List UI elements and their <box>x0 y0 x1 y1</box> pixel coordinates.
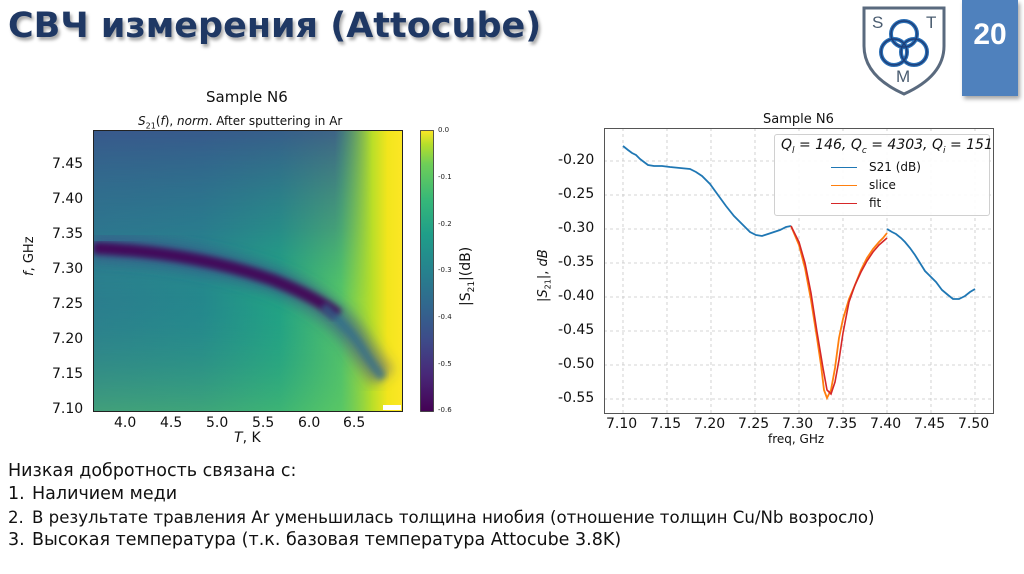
legend-entry-s21: S21 (dB) <box>831 160 921 178</box>
line-xtick: 7.15 <box>650 416 682 432</box>
legend-entry-slice: slice <box>831 178 896 196</box>
line-xtick: 7.20 <box>694 416 726 432</box>
body-intro: Низкая добротность связана с: <box>8 461 297 481</box>
line-ytick: -0.45 <box>558 322 595 338</box>
heatmap-ytick: 7.40 <box>52 191 84 207</box>
heatmap-xtick: 4.0 <box>114 415 137 431</box>
line-xlabel: freq, GHz <box>768 432 825 446</box>
list-item: 1. Наличием меди <box>8 484 178 504</box>
series-slice <box>790 225 888 401</box>
heatmap-ytick: 7.15 <box>52 366 84 382</box>
heatmap-xtick: 6.0 <box>298 415 321 431</box>
heatmap-ytick: 7.20 <box>52 331 84 347</box>
page-number: 20 <box>973 18 1007 51</box>
colorbar-tick: 0.0 <box>438 126 450 134</box>
body-text: Низкая добротность связана с: 1. Наличием… <box>8 460 874 552</box>
colorbar-tick: -0.1 <box>438 173 452 181</box>
line-chart-legend: Ql = 146, Qc = 4303, Qi = 151 S21 (dB) s… <box>774 134 993 216</box>
colorbar-tick: -0.2 <box>438 220 452 228</box>
line-ytick: -0.25 <box>558 186 595 202</box>
line-ytick: -0.20 <box>558 152 595 168</box>
heatmap-ytick: 7.35 <box>52 226 84 242</box>
heatmap-ytick: 7.10 <box>52 401 84 417</box>
heatmap-title: S21(f), norm. After sputtering in Ar <box>138 114 343 131</box>
heatmap-colorbar <box>420 130 434 412</box>
heatmap-xtick: 5.0 <box>206 415 229 431</box>
list-item: 2. В результате травления Ar уменьшилась … <box>8 508 875 527</box>
logo-letter-m: M <box>896 67 910 86</box>
line-xtick: 7.35 <box>826 416 858 432</box>
line-chart-title: Sample N6 <box>763 112 834 127</box>
heatmap-xtick: 4.5 <box>160 415 183 431</box>
heatmap-xtick: 5.5 <box>252 415 275 431</box>
heatmap-xlabel: T, K <box>234 430 261 446</box>
line-ytick: -0.50 <box>558 356 595 372</box>
heatmap-plot <box>93 130 403 412</box>
heatmap-ytick: 7.25 <box>52 296 84 312</box>
line-xtick: 7.45 <box>914 416 946 432</box>
slide-title: СВЧ измерения (Attocube) <box>8 6 542 46</box>
trinity-knot-shield-icon: S T M <box>862 6 946 96</box>
page-number-badge: 20 <box>962 0 1018 96</box>
heatmap-figure: Sample N6 S21(f), norm. After sputtering… <box>0 0 520 460</box>
colorbar-tick: -0.4 <box>438 313 452 321</box>
colorbar-tick: -0.3 <box>438 266 452 274</box>
colorbar-tick: -0.5 <box>438 360 452 368</box>
line-xtick: 7.40 <box>870 416 902 432</box>
line-ylabel: |S21|, dB <box>536 249 553 302</box>
series-s21 <box>622 145 792 237</box>
heatmap-suptitle: Sample N6 <box>206 88 288 106</box>
colorbar-tick: -0.6 <box>438 406 452 414</box>
logo-letter-s: S <box>872 13 883 32</box>
legend-title: Ql = 146, Qc = 4303, Qi = 151 <box>781 137 993 156</box>
line-xtick: 7.50 <box>958 416 990 432</box>
series-fit <box>790 225 888 396</box>
heatmap-ylabel: f, GHz <box>22 236 37 276</box>
line-ytick: -0.55 <box>558 390 595 406</box>
heatmap-ytick: 7.30 <box>52 261 84 277</box>
series-s21-tail <box>886 228 976 300</box>
line-ytick: -0.30 <box>558 220 595 236</box>
logo-letter-t: T <box>926 13 936 32</box>
line-xtick: 7.10 <box>606 416 638 432</box>
line-chart-figure: Sample N6 <box>520 100 1024 455</box>
line-xtick: 7.30 <box>782 416 814 432</box>
colorbar-label: |S21|(dB) <box>458 246 477 306</box>
list-item: 3. Высокая температура (т.к. базовая темп… <box>8 530 622 550</box>
line-ytick: -0.35 <box>558 254 595 270</box>
heatmap-ytick: 7.45 <box>52 156 84 172</box>
line-ytick: -0.40 <box>558 288 595 304</box>
line-xtick: 7.25 <box>738 416 770 432</box>
legend-entry-fit: fit <box>831 196 881 214</box>
heatmap-xtick: 6.5 <box>343 415 366 431</box>
